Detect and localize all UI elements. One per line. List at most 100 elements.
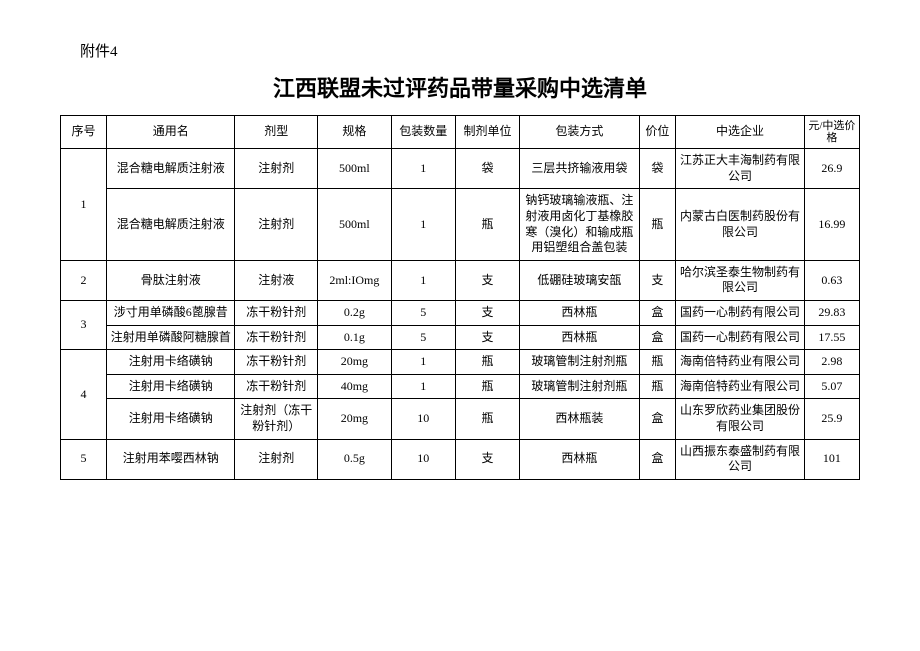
table-header-row: 序号 通用名 剂型 规格 包装数量 制剂单位 包装方式 价位 中选企业 元/中选…	[61, 116, 860, 149]
cell-spec: 0.1g	[318, 325, 391, 350]
cell-name: 注射用卡络磺钠	[106, 350, 235, 375]
cell-name: 混合糖电解质注射液	[106, 189, 235, 260]
cell-unit: 瓶	[455, 399, 519, 439]
cell-qty: 1	[391, 260, 455, 300]
cell-price: 0.63	[804, 260, 859, 300]
cell-seq: 1	[61, 149, 107, 261]
col-name: 通用名	[106, 116, 235, 149]
cell-price_unit: 盒	[639, 399, 676, 439]
cell-company: 国药一心制药有限公司	[676, 325, 805, 350]
cell-name: 注射用卡络磺钠	[106, 399, 235, 439]
table-row: 5注射用苯嘤西林钠注射剂0.5g10支西林瓶盒山西振东泰盛制药有限公司101	[61, 439, 860, 479]
cell-company: 内蒙古白医制药股份有限公司	[676, 189, 805, 260]
cell-seq: 5	[61, 439, 107, 479]
table-row: 2骨肽注射液注射液2ml:IOmg1支低硼硅玻璃安瓿支哈尔滨圣泰生物制药有限公司…	[61, 260, 860, 300]
cell-spec: 40mg	[318, 374, 391, 399]
appendix-label: 附件4	[80, 40, 860, 61]
cell-form: 注射剂	[235, 439, 318, 479]
cell-form: 注射液	[235, 260, 318, 300]
cell-qty: 10	[391, 399, 455, 439]
cell-form: 注射剂	[235, 189, 318, 260]
cell-pack: 玻璃管制注射剂瓶	[520, 350, 639, 375]
cell-pack: 西林瓶装	[520, 399, 639, 439]
cell-name: 骨肽注射液	[106, 260, 235, 300]
cell-unit: 支	[455, 325, 519, 350]
cell-qty: 10	[391, 439, 455, 479]
cell-unit: 袋	[455, 149, 519, 189]
table-row: 注射用卡络磺钠冻干粉针剂40mg1瓶玻璃管制注射剂瓶瓶海南倍特药业有限公司5.0…	[61, 374, 860, 399]
cell-price_unit: 瓶	[639, 374, 676, 399]
cell-price: 16.99	[804, 189, 859, 260]
cell-price_unit: 瓶	[639, 189, 676, 260]
page-title: 江西联盟未过评药品带量采购中选清单	[60, 71, 860, 103]
col-qty: 包装数量	[391, 116, 455, 149]
cell-price: 5.07	[804, 374, 859, 399]
cell-company: 山东罗欣药业集团股份有限公司	[676, 399, 805, 439]
table-row: 1混合糖电解质注射液注射剂500ml1袋三层共挤输液用袋袋江苏正大丰海制药有限公…	[61, 149, 860, 189]
cell-price: 17.55	[804, 325, 859, 350]
cell-price_unit: 盒	[639, 300, 676, 325]
cell-seq: 4	[61, 350, 107, 439]
cell-company: 哈尔滨圣泰生物制药有限公司	[676, 260, 805, 300]
cell-form: 冻干粉针剂	[235, 374, 318, 399]
cell-pack: 西林瓶	[520, 300, 639, 325]
col-unit: 制剂单位	[455, 116, 519, 149]
cell-price_unit: 盒	[639, 439, 676, 479]
table-row: 混合糖电解质注射液注射剂500ml1 瓶钠钙玻璃输液瓶、注射液用卤化丁基橡胶寒（溴…	[61, 189, 860, 260]
cell-price: 2.98	[804, 350, 859, 375]
cell-form: 冻干粉针剂	[235, 350, 318, 375]
cell-price: 26.9	[804, 149, 859, 189]
cell-qty: 1	[391, 149, 455, 189]
cell-qty: 5	[391, 300, 455, 325]
cell-spec: 500ml	[318, 149, 391, 189]
cell-pack: 西林瓶	[520, 439, 639, 479]
cell-spec: 2ml:IOmg	[318, 260, 391, 300]
cell-unit: 支	[455, 300, 519, 325]
col-form: 剂型	[235, 116, 318, 149]
cell-company: 山西振东泰盛制药有限公司	[676, 439, 805, 479]
cell-spec: 20mg	[318, 399, 391, 439]
cell-unit: 支	[455, 260, 519, 300]
cell-form: 注射剂	[235, 149, 318, 189]
col-price-unit: 价位	[639, 116, 676, 149]
col-seq: 序号	[61, 116, 107, 149]
cell-qty: 1	[391, 189, 455, 260]
cell-unit: 支	[455, 439, 519, 479]
cell-name: 注射用卡络磺钠	[106, 374, 235, 399]
cell-price_unit: 袋	[639, 149, 676, 189]
cell-pack: 钠钙玻璃输液瓶、注射液用卤化丁基橡胶寒（溴化）和输成瓶用铝塑组合盖包装	[520, 189, 639, 260]
cell-spec: 20mg	[318, 350, 391, 375]
cell-spec: 500ml	[318, 189, 391, 260]
cell-price_unit: 盒	[639, 325, 676, 350]
cell-pack: 西林瓶	[520, 325, 639, 350]
cell-name: 混合糖电解质注射液	[106, 149, 235, 189]
cell-seq: 3	[61, 300, 107, 349]
cell-price_unit: 瓶	[639, 350, 676, 375]
col-pack: 包装方式	[520, 116, 639, 149]
cell-pack: 低硼硅玻璃安瓿	[520, 260, 639, 300]
cell-company: 江苏正大丰海制药有限公司	[676, 149, 805, 189]
cell-price_unit: 支	[639, 260, 676, 300]
cell-company: 海南倍特药业有限公司	[676, 350, 805, 375]
cell-unit: 瓶	[455, 374, 519, 399]
cell-company: 海南倍特药业有限公司	[676, 374, 805, 399]
cell-price: 25.9	[804, 399, 859, 439]
table-row: 4注射用卡络磺钠冻干粉针剂20mg1瓶玻璃管制注射剂瓶瓶海南倍特药业有限公司2.…	[61, 350, 860, 375]
cell-form: 冻干粉针剂	[235, 325, 318, 350]
table-row: 3涉寸用单磷酸6蓖腺昔冻干粉针剂0.2g5支西林瓶盒国药一心制药有限公司29.8…	[61, 300, 860, 325]
table-row: 注射用单磷酸阿糖腺首冻干粉针剂0.1g5支西林瓶盒国药一心制药有限公司17.55	[61, 325, 860, 350]
cell-qty: 5	[391, 325, 455, 350]
cell-price: 29.83	[804, 300, 859, 325]
cell-spec: 0.2g	[318, 300, 391, 325]
cell-qty: 1	[391, 350, 455, 375]
col-company: 中选企业	[676, 116, 805, 149]
selection-table: 序号 通用名 剂型 规格 包装数量 制剂单位 包装方式 价位 中选企业 元/中选…	[60, 115, 860, 480]
cell-company: 国药一心制药有限公司	[676, 300, 805, 325]
col-spec: 规格	[318, 116, 391, 149]
cell-seq: 2	[61, 260, 107, 300]
cell-name: 涉寸用单磷酸6蓖腺昔	[106, 300, 235, 325]
cell-form: 注射剂（冻干粉针剂）	[235, 399, 318, 439]
cell-name: 注射用单磷酸阿糖腺首	[106, 325, 235, 350]
cell-form: 冻干粉针剂	[235, 300, 318, 325]
cell-pack: 玻璃管制注射剂瓶	[520, 374, 639, 399]
